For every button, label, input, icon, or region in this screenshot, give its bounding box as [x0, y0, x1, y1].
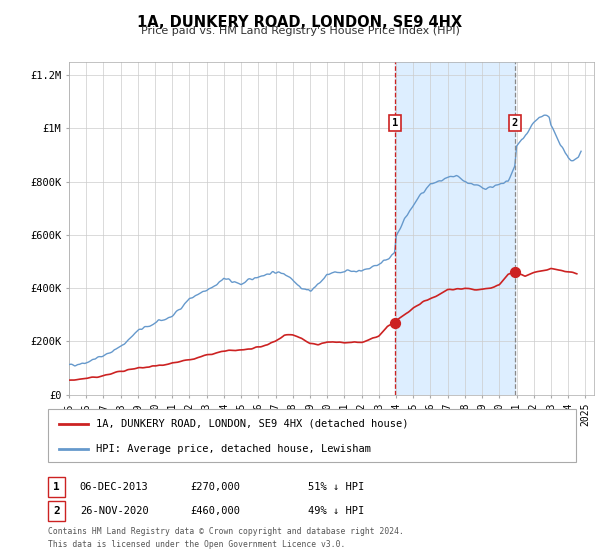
Text: £270,000: £270,000	[191, 482, 241, 492]
Text: 1A, DUNKERY ROAD, LONDON, SE9 4HX (detached house): 1A, DUNKERY ROAD, LONDON, SE9 4HX (detac…	[95, 419, 408, 429]
Text: 1: 1	[392, 118, 398, 128]
Text: 2: 2	[53, 506, 60, 516]
FancyBboxPatch shape	[48, 477, 65, 497]
Text: £460,000: £460,000	[191, 506, 241, 516]
Text: 51% ↓ HPI: 51% ↓ HPI	[308, 482, 364, 492]
Text: Price paid vs. HM Land Registry's House Price Index (HPI): Price paid vs. HM Land Registry's House …	[140, 26, 460, 36]
Point	[390, 318, 400, 327]
Text: This data is licensed under the Open Government Licence v3.0.: This data is licensed under the Open Gov…	[48, 540, 346, 549]
Text: Contains HM Land Registry data © Crown copyright and database right 2024.: Contains HM Land Registry data © Crown c…	[48, 528, 404, 536]
Text: 49% ↓ HPI: 49% ↓ HPI	[308, 506, 364, 516]
Text: 1: 1	[53, 482, 60, 492]
Point	[510, 268, 520, 277]
Text: 2: 2	[512, 118, 518, 128]
FancyBboxPatch shape	[48, 501, 65, 521]
Text: 26-NOV-2020: 26-NOV-2020	[80, 506, 149, 516]
Text: HPI: Average price, detached house, Lewisham: HPI: Average price, detached house, Lewi…	[95, 444, 371, 454]
Bar	[395, 62, 515, 395]
Text: 06-DEC-2013: 06-DEC-2013	[80, 482, 149, 492]
Text: 1A, DUNKERY ROAD, LONDON, SE9 4HX: 1A, DUNKERY ROAD, LONDON, SE9 4HX	[137, 15, 463, 30]
